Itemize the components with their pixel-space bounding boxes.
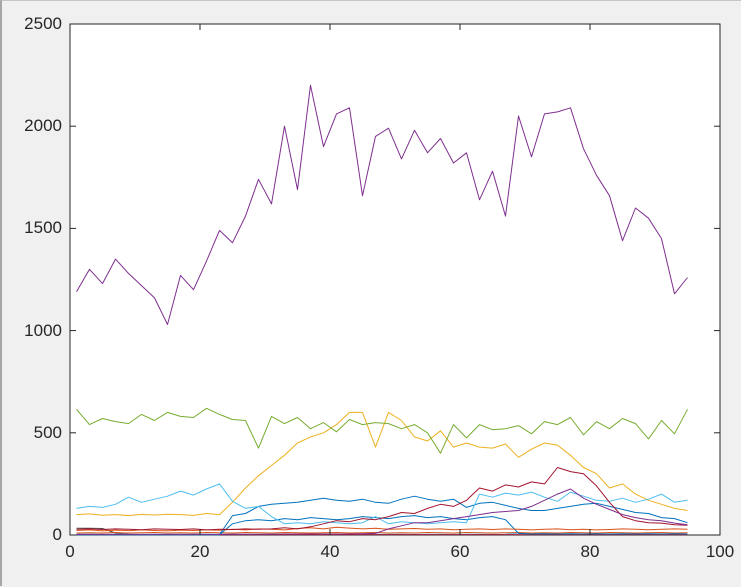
series-line-yellow-main — [76, 411, 688, 517]
series-line-darkred-main — [76, 467, 688, 531]
x-tick-label: 0 — [65, 542, 75, 561]
x-tick-label: 40 — [320, 542, 340, 561]
x-tick-label: 100 — [705, 542, 735, 561]
axes-box — [69, 23, 721, 536]
y-tick-label: 2000 — [24, 116, 62, 136]
series-line-purple-main — [76, 84, 688, 325]
y-tick-label: 2500 — [24, 14, 62, 33]
x-tick-label: 80 — [580, 542, 600, 561]
series-line-purple-low — [76, 488, 688, 535]
x-tick-label: 20 — [190, 542, 210, 561]
y-tick-label: 1500 — [24, 218, 62, 238]
y-tick-label: 1000 — [24, 320, 62, 340]
series-line-green-main — [76, 407, 688, 454]
series-line-cyan-main — [76, 483, 688, 525]
y-tick-label: 0 — [52, 525, 62, 544]
series-line-orange-main — [76, 526, 688, 532]
series-line-dark-start-segment — [76, 527, 129, 535]
series-line-orange-low — [76, 532, 688, 534]
y-tick-label: 500 — [33, 422, 62, 442]
x-tick-label: 60 — [450, 542, 470, 561]
